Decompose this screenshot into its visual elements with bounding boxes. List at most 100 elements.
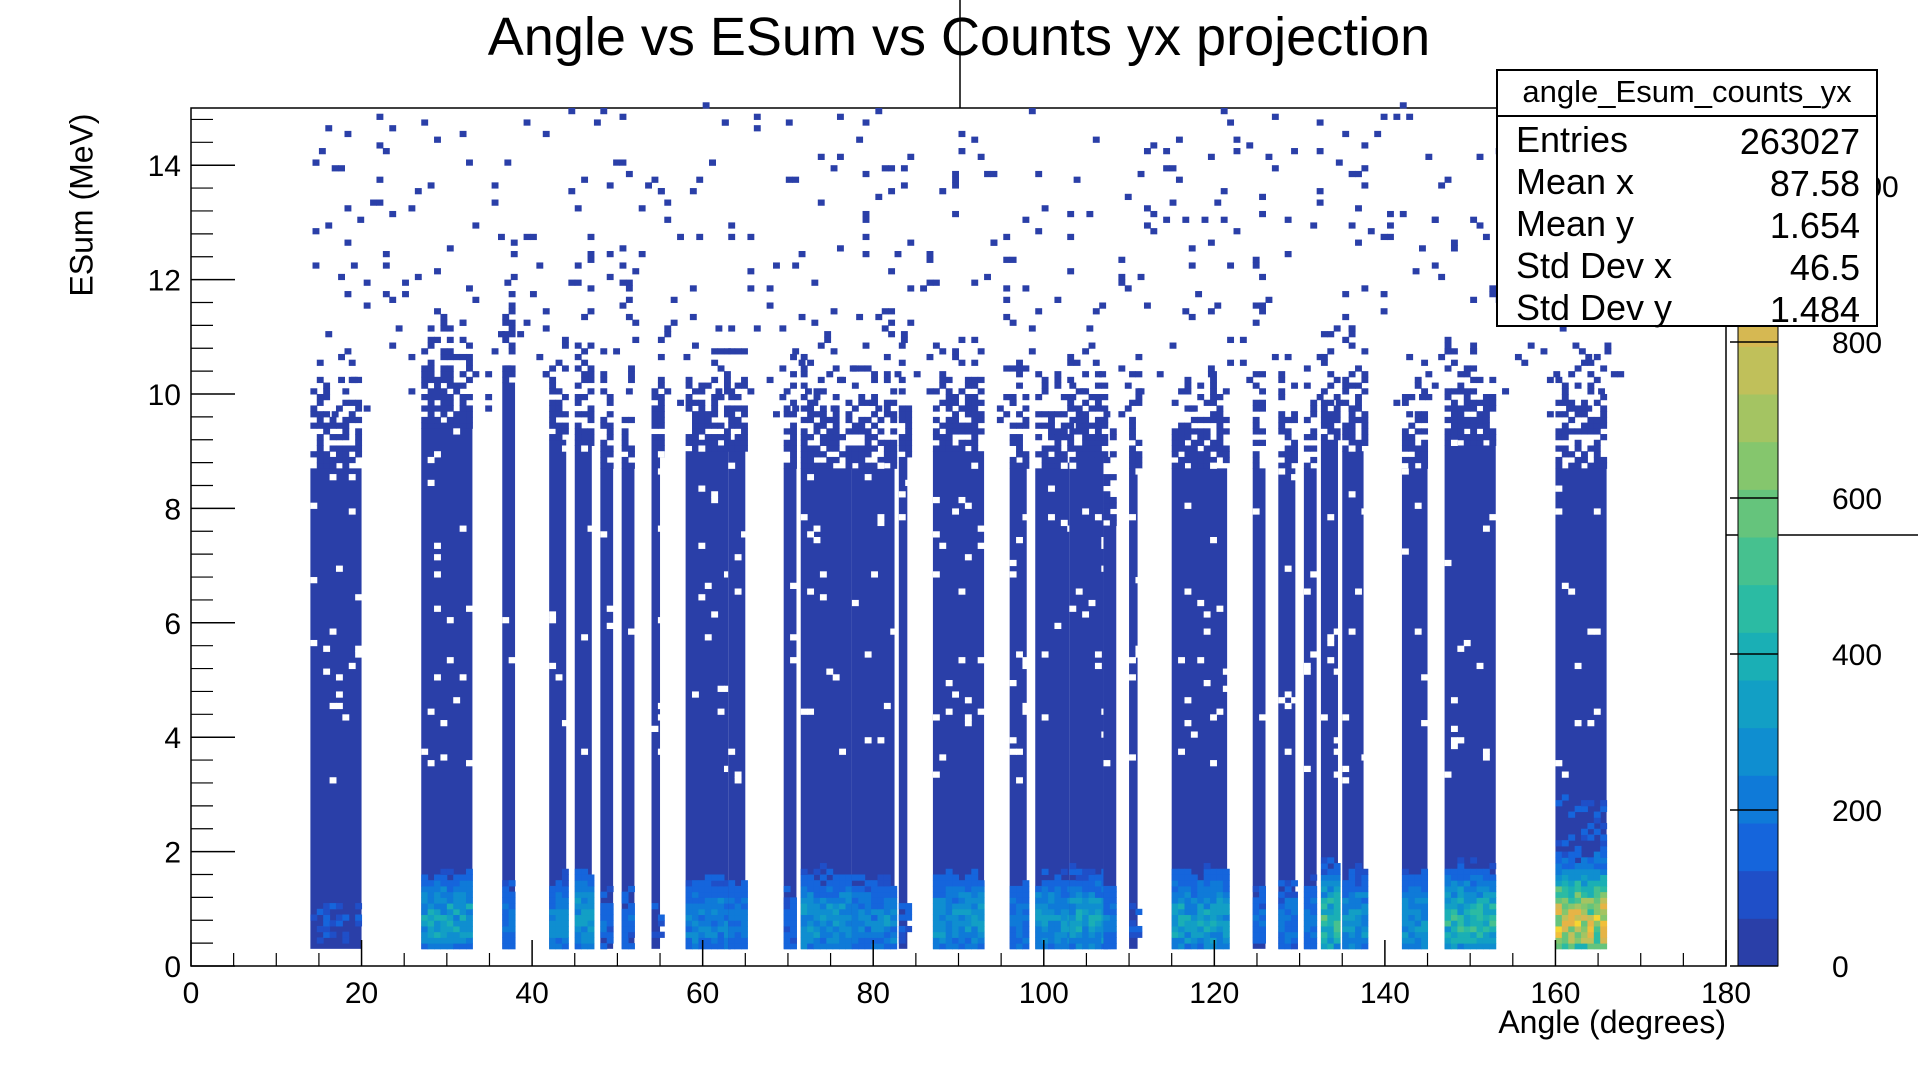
heatmap-cell	[830, 308, 838, 315]
heatmap-cell	[1016, 359, 1023, 366]
heatmap-cell	[508, 903, 516, 910]
heatmap-cell	[1222, 920, 1230, 927]
heatmap-cell	[434, 376, 441, 384]
heatmap-cell	[1438, 273, 1446, 281]
heatmap-cell	[939, 434, 947, 441]
heatmap-cell	[587, 943, 595, 950]
heatmap-cell	[1222, 925, 1230, 933]
heatmap-cell	[813, 388, 821, 395]
heatmap-hole	[1482, 748, 1490, 755]
heatmap-hole	[1593, 508, 1601, 515]
heatmap-cell	[871, 943, 878, 950]
heatmap-cell	[1220, 188, 1228, 195]
heatmap-cell	[1380, 233, 1388, 241]
heatmap-cell	[1069, 880, 1077, 887]
heatmap-cell	[549, 399, 557, 406]
heatmap-cell	[1333, 914, 1341, 921]
heatmap-cell	[1094, 382, 1102, 389]
heatmap-cell	[1581, 925, 1588, 933]
heatmap-cell	[1574, 462, 1582, 469]
heatmap-cell	[1129, 451, 1136, 458]
heatmap-cell	[1600, 863, 1608, 870]
heatmap-cell	[1291, 445, 1298, 452]
heatmap-cell	[1310, 456, 1318, 464]
heatmap-band	[1103, 525, 1117, 949]
heatmap-cell	[338, 165, 345, 172]
heatmap-cell	[574, 365, 582, 372]
heatmap-cell	[561, 428, 569, 435]
heatmap-hole	[1574, 662, 1582, 670]
heatmap-cell	[508, 931, 516, 938]
heatmap-cell	[628, 376, 635, 384]
heatmap-cell	[1414, 416, 1422, 424]
heatmap-cell	[1333, 874, 1341, 881]
heatmap-cell	[1075, 874, 1083, 881]
heatmap-cell	[619, 262, 627, 269]
heatmap-cell	[1457, 388, 1465, 395]
heatmap-cell	[898, 439, 906, 446]
heatmap-cell	[1581, 868, 1588, 875]
heatmap-hole	[549, 617, 557, 624]
heatmap-cell	[898, 411, 906, 418]
heatmap-cell	[813, 868, 821, 875]
heatmap-cell	[508, 319, 516, 326]
heatmap-cell	[819, 931, 827, 938]
heatmap-cell	[355, 405, 363, 412]
heatmap-cell	[1197, 462, 1205, 469]
heatmap-cell	[555, 897, 563, 904]
heatmap-cell	[421, 880, 429, 887]
heatmap-cell	[813, 943, 821, 950]
heatmap-cell	[900, 165, 908, 172]
heatmap-cell	[1041, 376, 1049, 384]
heatmap-cell	[434, 920, 441, 927]
heatmap-cell	[1291, 891, 1298, 898]
heatmap-cell	[871, 880, 878, 887]
heatmap-hole	[1222, 668, 1230, 675]
heatmap-cell	[600, 908, 608, 916]
heatmap-hole	[819, 594, 827, 601]
heatmap-cell	[723, 897, 731, 904]
heatmap-cell	[883, 411, 891, 418]
heatmap-cell	[1259, 931, 1266, 938]
heatmap-cell	[574, 874, 582, 881]
heatmap-cell	[1135, 462, 1143, 469]
heatmap-cell	[977, 885, 985, 893]
heatmap-cell	[348, 359, 356, 366]
heatmap-cell	[883, 914, 891, 921]
heatmap-cell	[1361, 937, 1369, 944]
heatmap-cell	[717, 422, 725, 429]
heatmap-cell	[723, 931, 731, 938]
heatmap-cell	[453, 411, 461, 418]
heatmap-cell	[689, 313, 697, 321]
heatmap-cell	[1600, 885, 1608, 893]
heatmap-cell	[692, 439, 699, 446]
heatmap-cell	[1587, 863, 1595, 870]
heatmap-cell	[1450, 399, 1458, 406]
heatmap-cell	[971, 880, 979, 887]
heatmap-cell	[628, 451, 635, 458]
heatmap-cell	[600, 376, 608, 384]
x-tick-label: 160	[1530, 977, 1580, 1010]
heatmap-cell	[692, 897, 699, 904]
heatmap-cell	[485, 371, 493, 378]
heatmap-cell	[491, 199, 499, 206]
heatmap-cell	[875, 313, 883, 321]
heatmap-cell	[1278, 416, 1286, 424]
heatmap-hole	[1348, 491, 1356, 498]
heatmap-cell	[877, 880, 885, 887]
heatmap-cell	[723, 903, 731, 910]
heatmap-cell	[316, 376, 324, 384]
heatmap-cell	[1355, 445, 1362, 452]
heatmap-cell	[883, 405, 891, 412]
heatmap-cell	[1310, 874, 1318, 881]
heatmap-cell	[1303, 943, 1311, 950]
heatmap-cell	[1489, 903, 1497, 910]
heatmap-cell	[790, 428, 797, 435]
heatmap-cell	[1399, 102, 1407, 109]
heatmap-cell	[1082, 445, 1090, 452]
heatmap-cell	[1222, 903, 1230, 910]
heatmap-cell	[711, 445, 719, 452]
heatmap-cell	[1284, 943, 1292, 950]
heatmap-cell	[446, 885, 454, 893]
heatmap-cell	[628, 416, 635, 424]
